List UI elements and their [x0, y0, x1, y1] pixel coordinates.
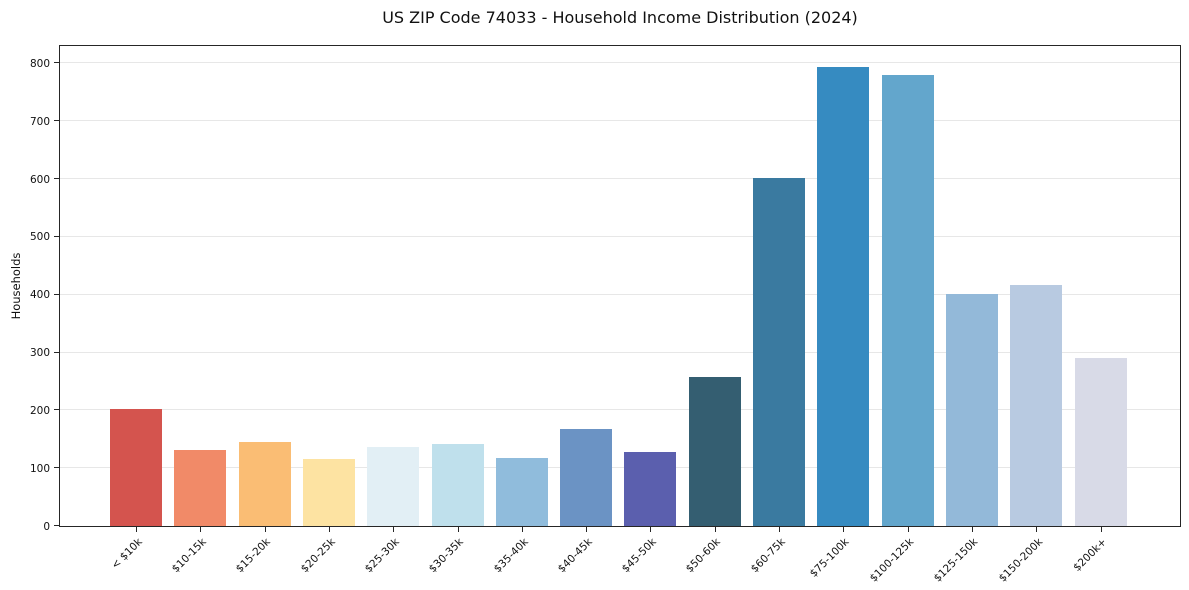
x-tick-mark [650, 526, 652, 532]
x-tick-label: $35-40k [491, 536, 531, 576]
bar-150-200k [1010, 284, 1063, 526]
gridline [60, 351, 1180, 353]
x-tick-label: $20-25k [298, 536, 338, 576]
x-tick-label: $100-125k [867, 536, 917, 585]
bar-10-15k [174, 449, 227, 526]
x-tick-label: $30-35k [426, 536, 466, 576]
x-tick-label: $200k+ [1071, 536, 1109, 574]
bar-15-20k [238, 442, 291, 526]
x-tick-label: $40-45k [555, 536, 595, 576]
x-tick-label: $15-20k [233, 536, 274, 576]
bar-45-50k [624, 452, 677, 526]
y-tick-mark [54, 409, 60, 411]
x-tick-mark [328, 526, 330, 532]
y-tick-mark [54, 62, 60, 64]
y-tick-label: 400 [29, 289, 50, 302]
bar-60-75k [753, 177, 805, 526]
x-tick-mark [264, 526, 266, 532]
y-tick-mark [54, 525, 60, 526]
x-tick-mark [971, 526, 973, 532]
x-tick-mark [521, 526, 523, 532]
gridline [60, 62, 1180, 64]
gridline [60, 467, 1180, 469]
x-tick-label: $125-150k [931, 536, 981, 585]
bar-20-25k [302, 458, 355, 526]
y-tick-label: 600 [29, 173, 50, 186]
x-tick-mark [1100, 526, 1102, 532]
x-tick-mark [200, 526, 202, 532]
gridline [60, 235, 1180, 237]
x-tick-mark [907, 526, 909, 532]
y-tick-mark [54, 178, 60, 180]
x-tick-label: $45-50k [619, 536, 659, 576]
y-axis-label: Households [9, 252, 23, 320]
x-tick-mark [586, 526, 588, 532]
y-tick-label: 700 [29, 115, 50, 128]
y-tick-mark [54, 120, 60, 122]
y-tick-label: 300 [29, 347, 50, 360]
chart-title: US ZIP Code 74033 - Household Income Dis… [382, 8, 858, 27]
x-tick-label: $10-15k [169, 536, 209, 576]
x-tick-label: $25-30k [362, 536, 402, 576]
y-tick-mark [54, 467, 60, 469]
bar-75-100k [817, 66, 870, 526]
gridline [60, 409, 1180, 411]
x-tick-mark [779, 526, 780, 532]
y-tick-label: 500 [29, 231, 50, 244]
x-tick-mark [136, 526, 137, 532]
bar-200k [1074, 358, 1127, 526]
x-tick-label: $150-200k [996, 536, 1045, 585]
y-tick-mark [54, 235, 60, 237]
y-tick-label: 200 [29, 404, 50, 417]
bar-50-60k [688, 376, 741, 526]
x-tick-label: $75-100k [807, 536, 852, 580]
gridline [60, 178, 1180, 180]
y-tick-mark [54, 293, 60, 295]
bar-30-35k [431, 443, 484, 526]
bar-100-125k [881, 75, 934, 526]
x-tick-mark [714, 526, 716, 532]
bar-125-150k [945, 293, 998, 526]
bar-35-40k [495, 458, 548, 526]
x-tick-mark [843, 526, 845, 532]
x-tick-label: $60-75k [748, 536, 788, 576]
plot-area: 0 100 200 300 400 500 600 700 800 < $10k $10-15k $1… [30, 45, 1181, 585]
x-tick-label: < $10k [108, 536, 145, 572]
bar-40-45k [560, 428, 613, 526]
y-tick-label: 0 [43, 520, 50, 533]
gridline [60, 120, 1180, 122]
y-tick-label: 100 [29, 462, 50, 475]
gridline [60, 293, 1180, 295]
x-tick-mark [393, 526, 395, 532]
x-tick-mark [457, 526, 459, 532]
y-tick-mark [54, 351, 60, 353]
bar-10k [110, 408, 162, 526]
y-tick-label: 800 [29, 57, 50, 70]
x-tick-mark [1036, 526, 1038, 532]
x-tick-label: $50-60k [684, 536, 724, 576]
bar-25-30k [367, 446, 420, 526]
